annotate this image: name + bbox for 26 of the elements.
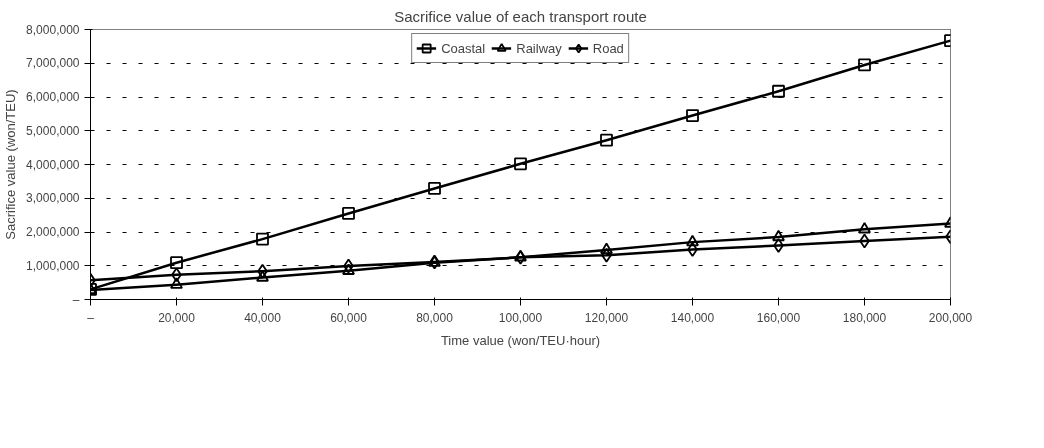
legend-label: Railway [516, 40, 562, 56]
y-tick-label: 7,000,000 [26, 56, 80, 71]
chart-title: Sacrifice value of each transport route [394, 7, 647, 25]
x-tick-label: 100,000 [498, 310, 543, 325]
x-tick-label: 80,000 [416, 310, 454, 325]
x-tick-label: 140,000 [670, 310, 715, 325]
x-tick-label: 60,000 [330, 310, 368, 325]
y-tick-label: 6,000,000 [26, 90, 80, 104]
y-tick-label: 5,000,000 [26, 123, 80, 138]
x-tick-label: – [87, 310, 95, 325]
x-tick-label: 20,000 [158, 310, 196, 325]
y-tick-label: – [72, 292, 80, 307]
x-tick-label: 160,000 [756, 310, 801, 325]
legend-label: Road [592, 40, 624, 56]
x-tick-label: 200,000 [928, 310, 973, 325]
legend-label: Coastal [441, 40, 486, 56]
x-tick-label: 120,000 [584, 310, 629, 325]
y-tick-label: 4,000,000 [26, 157, 80, 172]
y-tick-label: 3,000,000 [26, 191, 80, 206]
y-tick-label: 1,000,000 [26, 258, 80, 273]
x-tick-label: 180,000 [842, 310, 887, 325]
y-tick-label: 8,000,000 [26, 22, 80, 37]
x-axis-title: Time value (won/TEU·hour) [440, 332, 601, 348]
y-tick-label: 2,000,000 [26, 225, 80, 239]
y-axis-title: Sacrifice value (won/TEU) [3, 89, 19, 240]
x-tick-label: 40,000 [244, 310, 282, 325]
